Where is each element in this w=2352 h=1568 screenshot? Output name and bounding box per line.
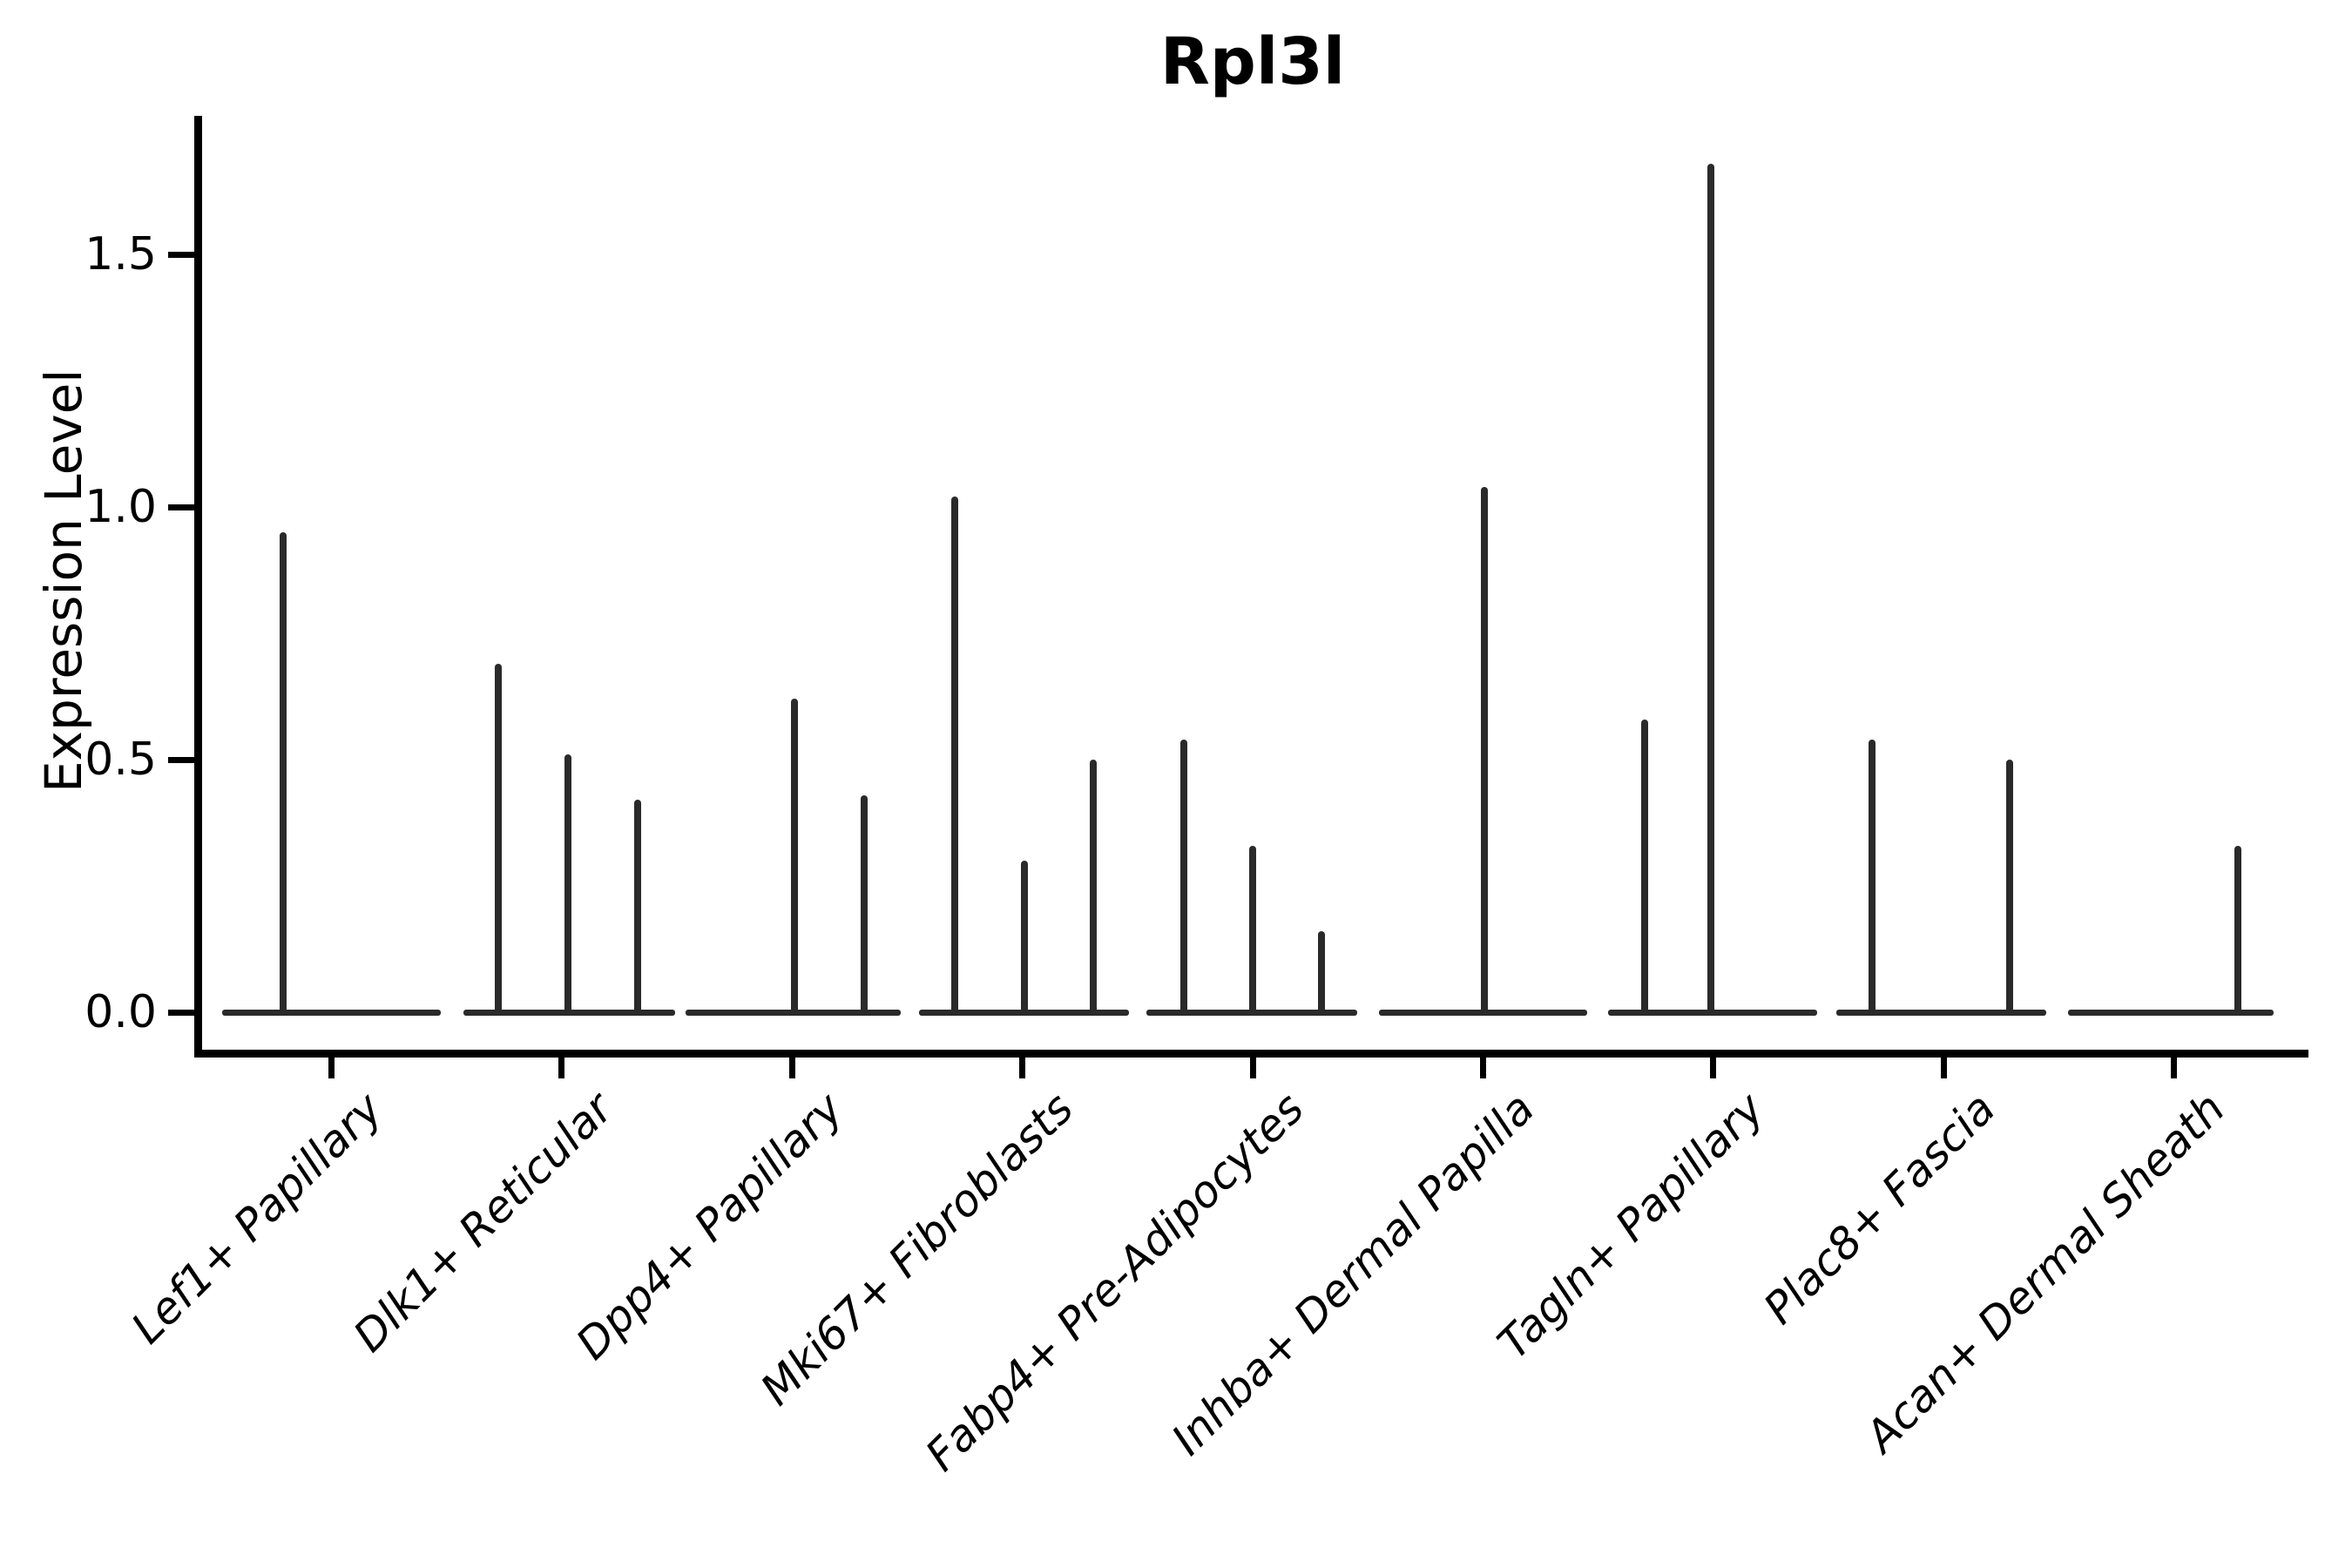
y-tick-mark — [168, 252, 194, 258]
x-tick-mark — [1250, 1058, 1256, 1078]
violin-spike — [280, 532, 287, 1016]
violin-spike — [951, 497, 958, 1016]
x-tick-label: Fabp4+ Pre-Adipocytes — [916, 1083, 1315, 1481]
chart-title: Rpl3l — [1159, 24, 1346, 99]
violin-baseline — [222, 1010, 441, 1016]
y-tick-label: 1.5 — [84, 228, 157, 280]
x-axis-spine — [194, 1050, 2308, 1058]
x-tick-mark — [1019, 1058, 1025, 1078]
x-tick-mark — [789, 1058, 795, 1078]
x-tick-mark — [1710, 1058, 1716, 1078]
violin-spike — [2006, 760, 2013, 1016]
violin-spike — [1869, 739, 1876, 1016]
violin-spike — [861, 794, 868, 1016]
y-tick-mark — [168, 504, 194, 510]
violin-spike — [1090, 760, 1097, 1016]
y-tick-label: 0.0 — [84, 986, 157, 1038]
violin-spike — [2234, 845, 2241, 1016]
x-tick-mark — [1480, 1058, 1486, 1078]
violin-spike — [1249, 845, 1256, 1016]
x-tick-mark — [328, 1058, 335, 1078]
violin-spike — [1707, 163, 1714, 1016]
violin-spike — [634, 800, 641, 1016]
x-tick-mark — [2171, 1058, 2177, 1078]
violin-spike — [1180, 739, 1187, 1016]
y-tick-label: 0.5 — [84, 733, 157, 786]
y-axis-spine — [194, 116, 202, 1058]
x-tick-mark — [558, 1058, 564, 1078]
y-tick-mark — [168, 757, 194, 763]
violin-baseline — [2068, 1010, 2274, 1016]
violin-baseline — [1836, 1010, 2046, 1016]
violin-spike — [564, 754, 571, 1016]
violin-spike — [1021, 861, 1028, 1016]
y-tick-mark — [168, 1010, 194, 1016]
violin-spike — [1481, 486, 1488, 1016]
x-tick-label: Plac8+ Fascia — [1754, 1083, 2005, 1335]
violin-spike — [1318, 931, 1325, 1016]
violin-spike — [791, 699, 798, 1016]
x-tick-mark — [1941, 1058, 1947, 1078]
x-tick-label: Lef1+ Papillary — [122, 1083, 393, 1354]
violin-spike — [495, 663, 502, 1016]
violin-spike — [1641, 719, 1648, 1016]
y-tick-label: 1.0 — [84, 481, 157, 533]
